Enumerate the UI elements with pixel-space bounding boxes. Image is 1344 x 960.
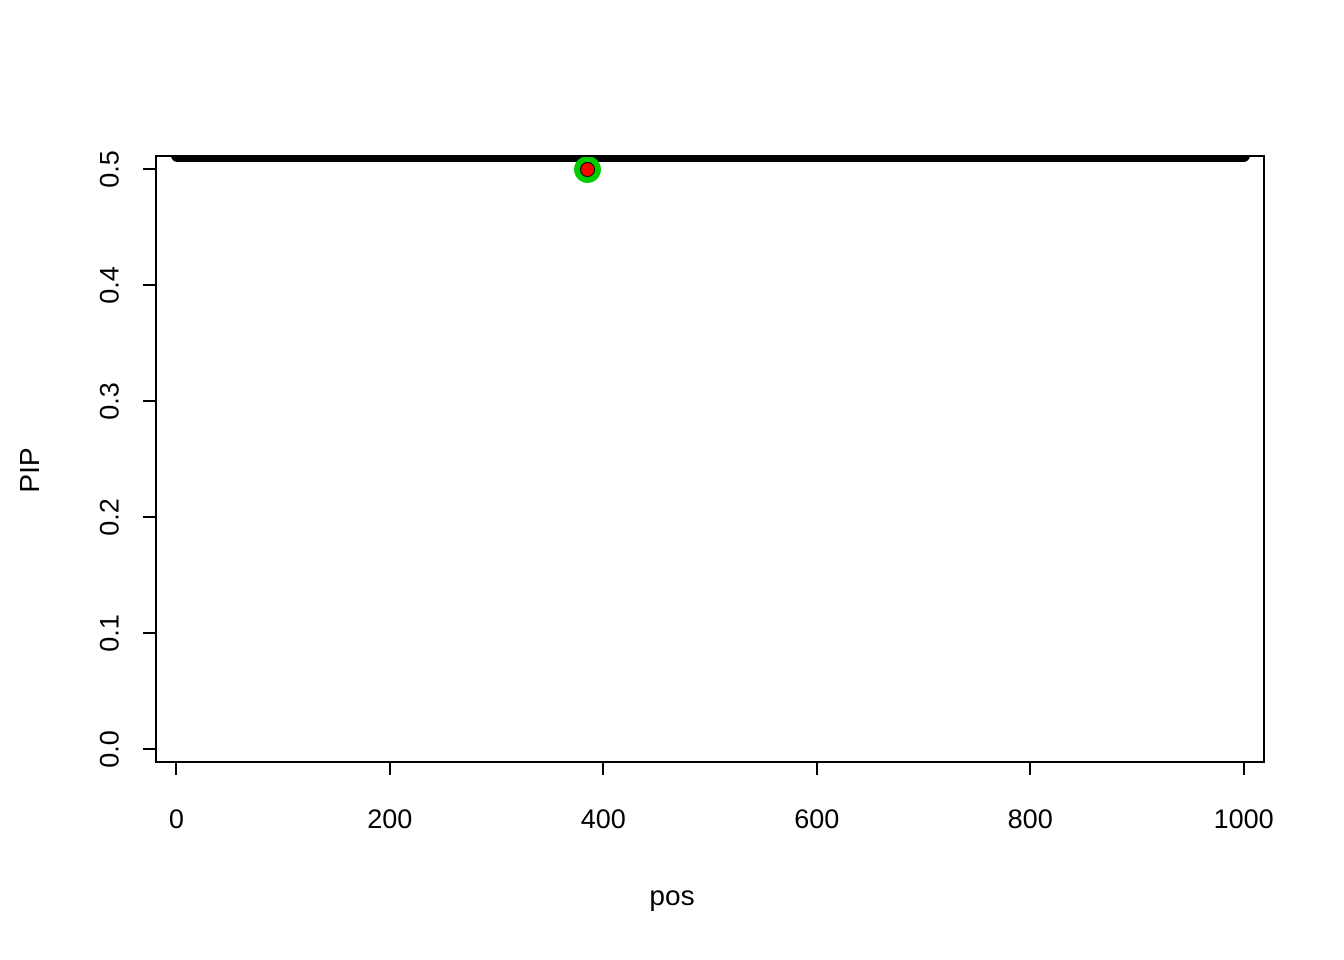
plot-data-area xyxy=(155,155,1265,763)
x-axis-tick-label: 800 xyxy=(1007,804,1053,834)
y-axis-tick-label: 0.3 xyxy=(94,382,125,420)
x-axis-tick xyxy=(1029,763,1032,775)
x-axis-tick-label: 1000 xyxy=(1213,804,1274,834)
y-axis-tick xyxy=(143,284,155,287)
y-axis-tick-label: 0.0 xyxy=(94,729,125,768)
y-axis-title: PIP xyxy=(14,447,45,493)
x-axis-tick xyxy=(175,763,178,775)
y-axis-tick-label: 0.2 xyxy=(94,498,125,536)
x-axis-tick-label: 600 xyxy=(794,804,840,834)
y-axis-tick xyxy=(143,515,155,518)
x-axis-tick xyxy=(1242,763,1245,775)
highlighted-point xyxy=(580,162,594,176)
x-axis-tick-label: 0 xyxy=(168,804,184,834)
y-axis-tick-label: 0.5 xyxy=(94,150,125,189)
x-axis-title: pos xyxy=(649,880,695,911)
y-axis-tick-label: 0.4 xyxy=(94,266,125,305)
x-axis-tick-label: 200 xyxy=(367,804,413,834)
plot-frame xyxy=(155,155,1265,763)
y-axis-tick xyxy=(143,168,155,171)
y-axis-tick xyxy=(143,747,155,750)
x-axis-tick xyxy=(602,763,605,775)
y-axis-tick-label: 0.1 xyxy=(94,613,125,652)
data-point xyxy=(1237,155,1251,162)
x-axis-tick-label: 400 xyxy=(580,804,626,834)
y-axis-tick xyxy=(143,631,155,634)
x-axis-tick xyxy=(388,763,391,775)
x-axis-tick xyxy=(815,763,818,775)
y-axis-tick xyxy=(143,400,155,403)
